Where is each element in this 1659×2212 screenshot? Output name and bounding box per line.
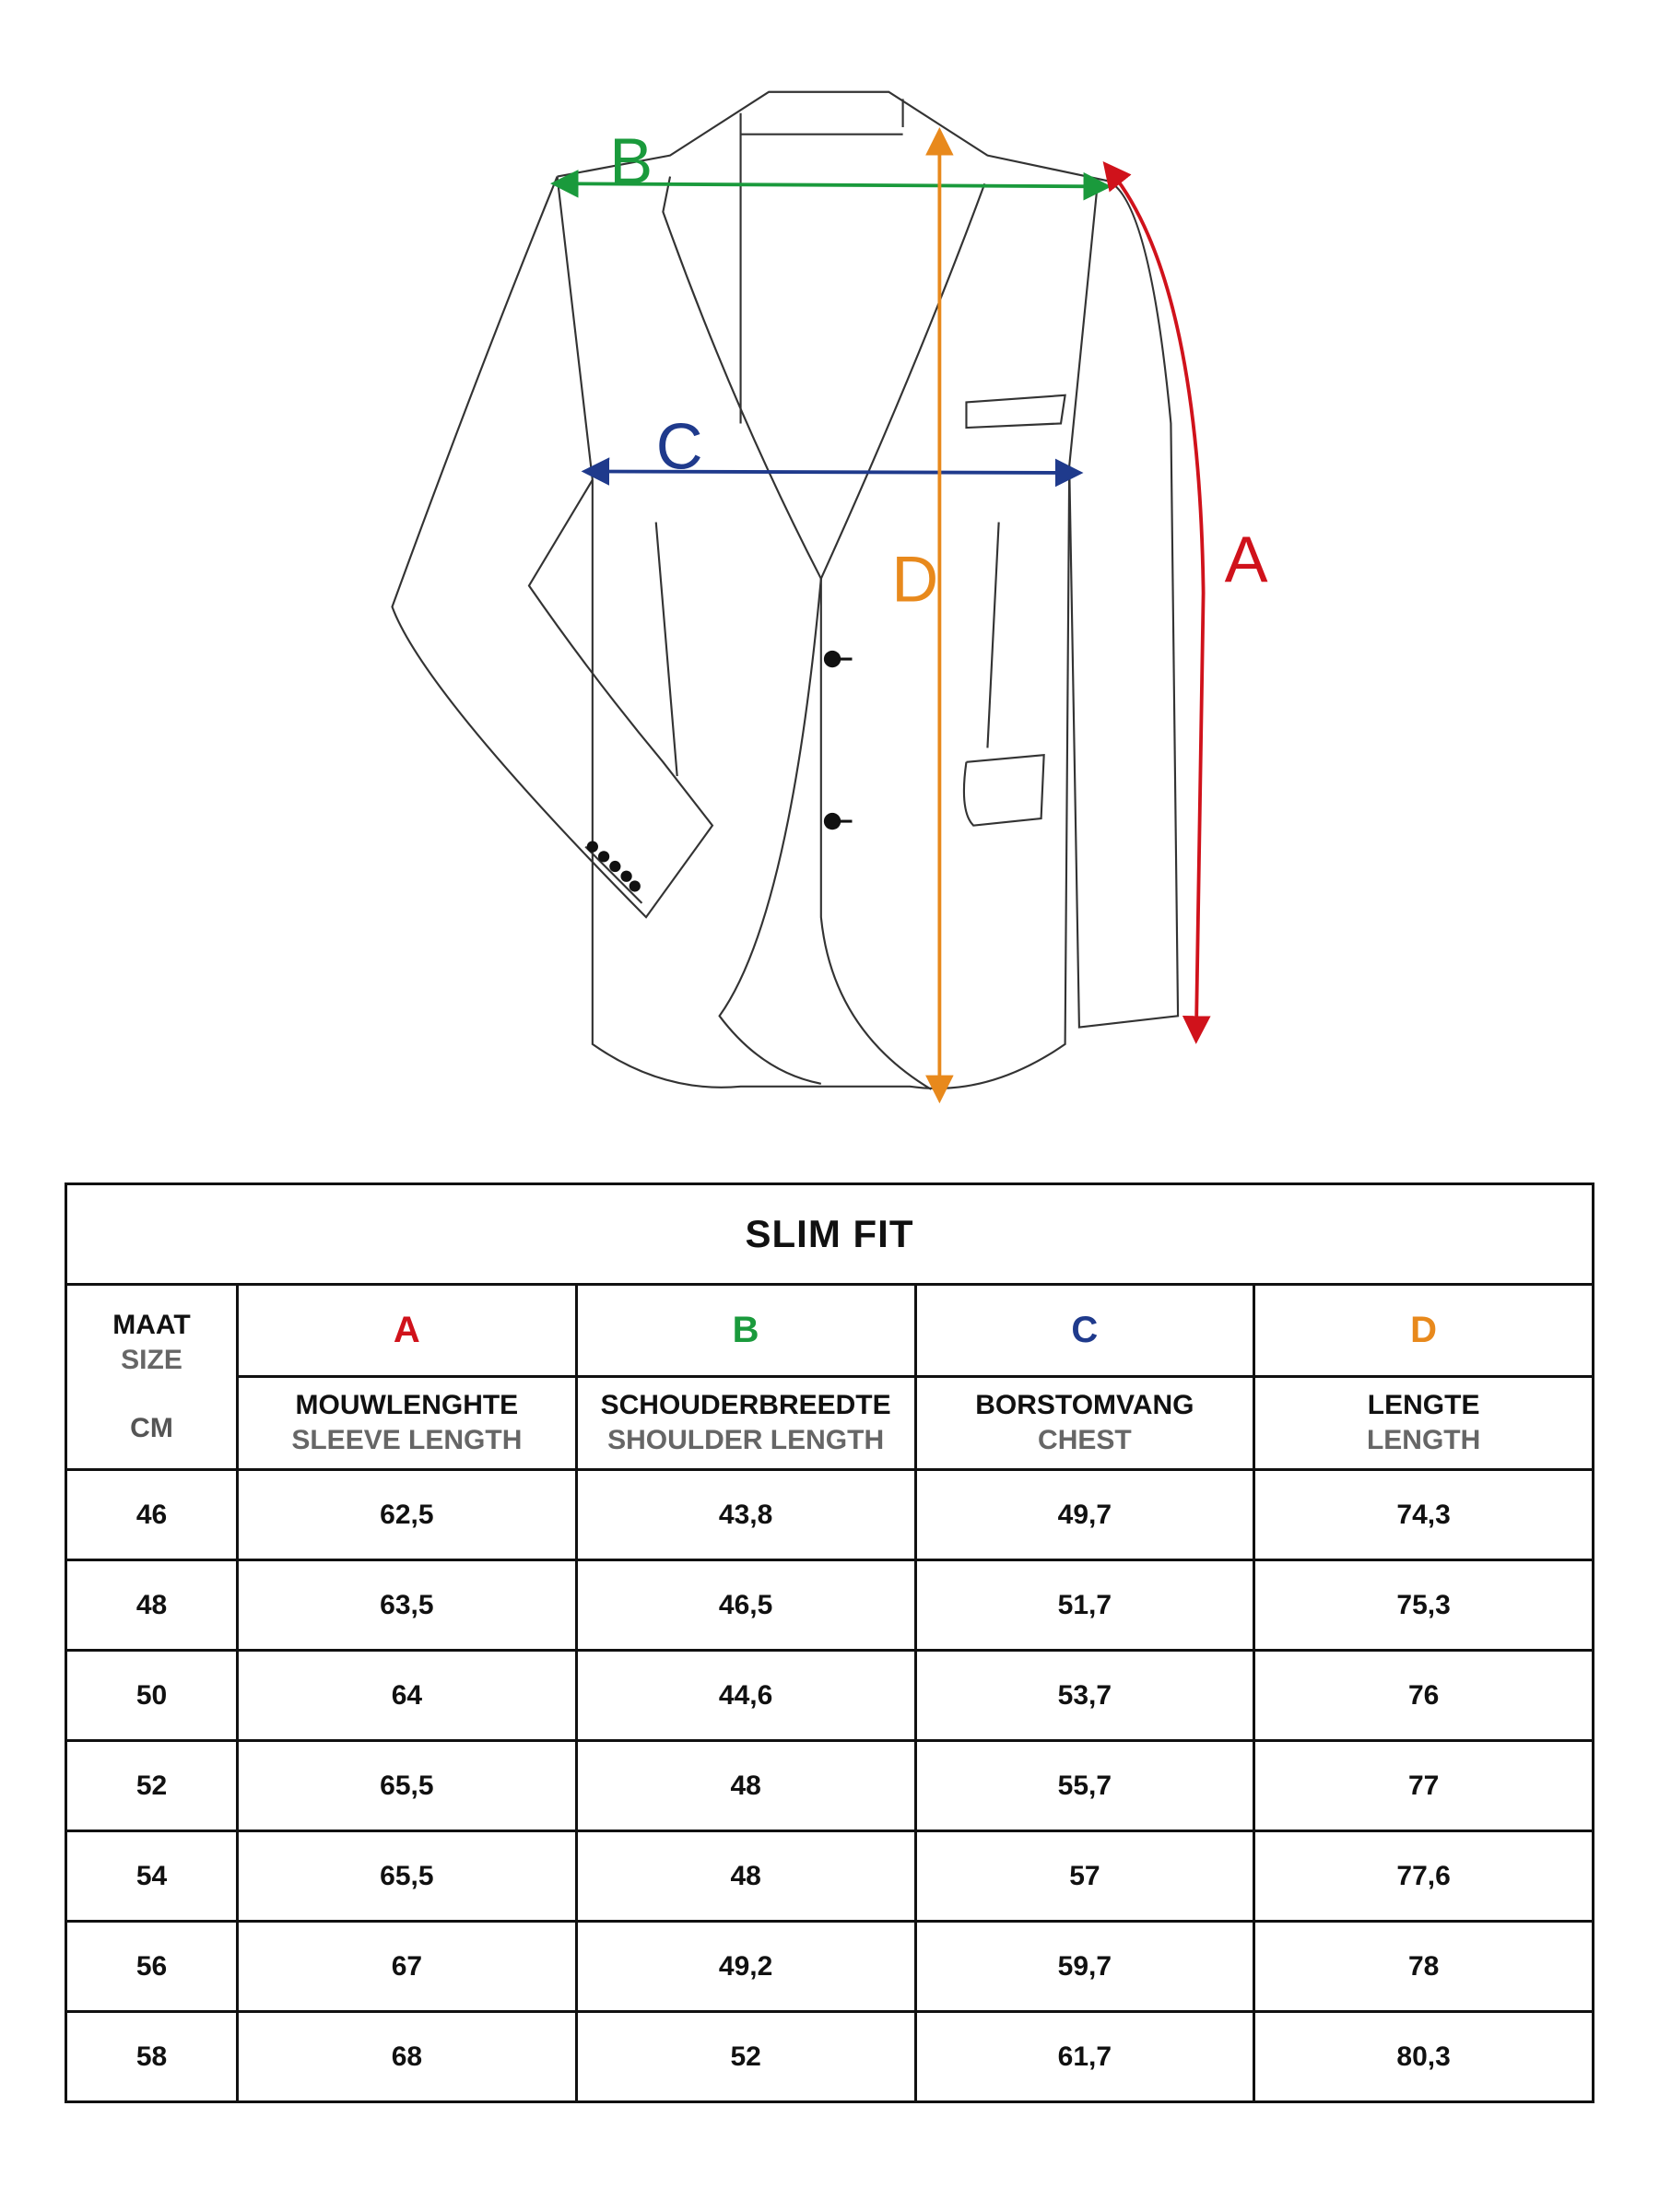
size-header-nl: MAAT xyxy=(112,1310,191,1340)
header-nl: BORSTOMVANG xyxy=(975,1390,1194,1420)
value-cell: 53,7 xyxy=(913,1649,1256,1742)
measure-B-arrow xyxy=(549,170,1112,201)
value-cell: 77,6 xyxy=(1253,1830,1594,1923)
value-cell: 74,3 xyxy=(1253,1468,1594,1561)
column-header-A: MOUWLENGHTE SLEEVE LENGTH xyxy=(236,1375,578,1471)
label-C: C xyxy=(656,409,703,482)
value-cell: 78 xyxy=(1253,1920,1594,2013)
table-row: 56 67 49,2 59,7 78 xyxy=(65,1920,1594,2013)
size-cell: 48 xyxy=(65,1559,239,1652)
jacket-diagram: B C D A xyxy=(391,90,1268,1104)
value-cell: 62,5 xyxy=(236,1468,578,1561)
label-B: B xyxy=(609,124,653,197)
size-cell: 56 xyxy=(65,1920,239,2013)
value-cell: 51,7 xyxy=(913,1559,1256,1652)
measure-A-arrow xyxy=(1102,161,1211,1044)
column-letter-B: B xyxy=(574,1283,917,1378)
size-cell: 52 xyxy=(65,1739,239,1832)
value-cell: 75,3 xyxy=(1253,1559,1594,1652)
column-header-C: BORSTOMVANG CHEST xyxy=(913,1375,1256,1471)
column-letter-D: D xyxy=(1253,1283,1594,1378)
column-header-D: LENGTE LENGTH xyxy=(1253,1375,1594,1471)
value-cell: 49,7 xyxy=(913,1468,1256,1561)
table-row: 48 63,5 46,5 51,7 75,3 xyxy=(65,1559,1594,1652)
size-header: MAAT SIZE CM xyxy=(65,1283,239,1471)
jacket-outline xyxy=(391,90,1180,1090)
header-nl: LENGTE xyxy=(1367,1390,1480,1420)
label-D: D xyxy=(891,542,938,615)
value-cell: 80,3 xyxy=(1253,2010,1594,2103)
value-cell: 65,5 xyxy=(236,1830,578,1923)
label-A: A xyxy=(1225,523,1268,595)
size-cell: 50 xyxy=(65,1649,239,1742)
value-cell: 68 xyxy=(236,2010,578,2103)
header-nl: SCHOUDERBREEDTE xyxy=(600,1390,891,1420)
table-row: 52 65,5 48 55,7 77 xyxy=(65,1739,1594,1832)
table-row: 58 68 52 61,7 80,3 xyxy=(65,2010,1594,2103)
column-letter-A: A xyxy=(236,1283,578,1378)
value-cell: 52 xyxy=(574,2010,917,2103)
value-cell: 49,2 xyxy=(574,1920,917,2013)
value-cell: 48 xyxy=(574,1739,917,1832)
value-cell: 48 xyxy=(574,1830,917,1923)
size-cell: 58 xyxy=(65,2010,239,2103)
value-cell: 55,7 xyxy=(913,1739,1256,1832)
header-en: CHEST xyxy=(1038,1425,1132,1455)
value-cell: 64 xyxy=(236,1649,578,1742)
header-nl: MOUWLENGHTE xyxy=(295,1390,519,1420)
value-cell: 67 xyxy=(236,1920,578,2013)
table-row: 50 64 44,6 53,7 76 xyxy=(65,1649,1594,1742)
value-cell: 61,7 xyxy=(913,2010,1256,2103)
value-cell: 76 xyxy=(1253,1649,1594,1742)
measure-C-arrow xyxy=(581,457,1084,488)
header-en: SHOULDER LENGTH xyxy=(607,1425,885,1455)
header-en: SLEEVE LENGTH xyxy=(291,1425,523,1455)
size-cell: 46 xyxy=(65,1468,239,1561)
value-cell: 77 xyxy=(1253,1739,1594,1832)
size-cell: 54 xyxy=(65,1830,239,1923)
column-header-B: SCHOUDERBREEDTE SHOULDER LENGTH xyxy=(574,1375,917,1471)
header-en: LENGTH xyxy=(1366,1425,1481,1455)
table-row: 46 62,5 43,8 49,7 74,3 xyxy=(65,1468,1594,1561)
size-header-unit: CM xyxy=(130,1413,173,1443)
size-table: SLIM FIT MAAT SIZE CM A B C D MOUWLENGHT… xyxy=(65,1182,1594,2103)
value-cell: 57 xyxy=(913,1830,1256,1923)
table-row: 54 65,5 48 57 77,6 xyxy=(65,1830,1594,1923)
table-title: SLIM FIT xyxy=(65,1182,1594,1286)
value-cell: 63,5 xyxy=(236,1559,578,1652)
size-header-en: SIZE xyxy=(121,1345,182,1375)
value-cell: 46,5 xyxy=(574,1559,917,1652)
buttons xyxy=(586,650,853,892)
value-cell: 43,8 xyxy=(574,1468,917,1561)
column-letter-C: C xyxy=(913,1283,1256,1378)
value-cell: 44,6 xyxy=(574,1649,917,1742)
value-cell: 59,7 xyxy=(913,1920,1256,2013)
value-cell: 65,5 xyxy=(236,1739,578,1832)
